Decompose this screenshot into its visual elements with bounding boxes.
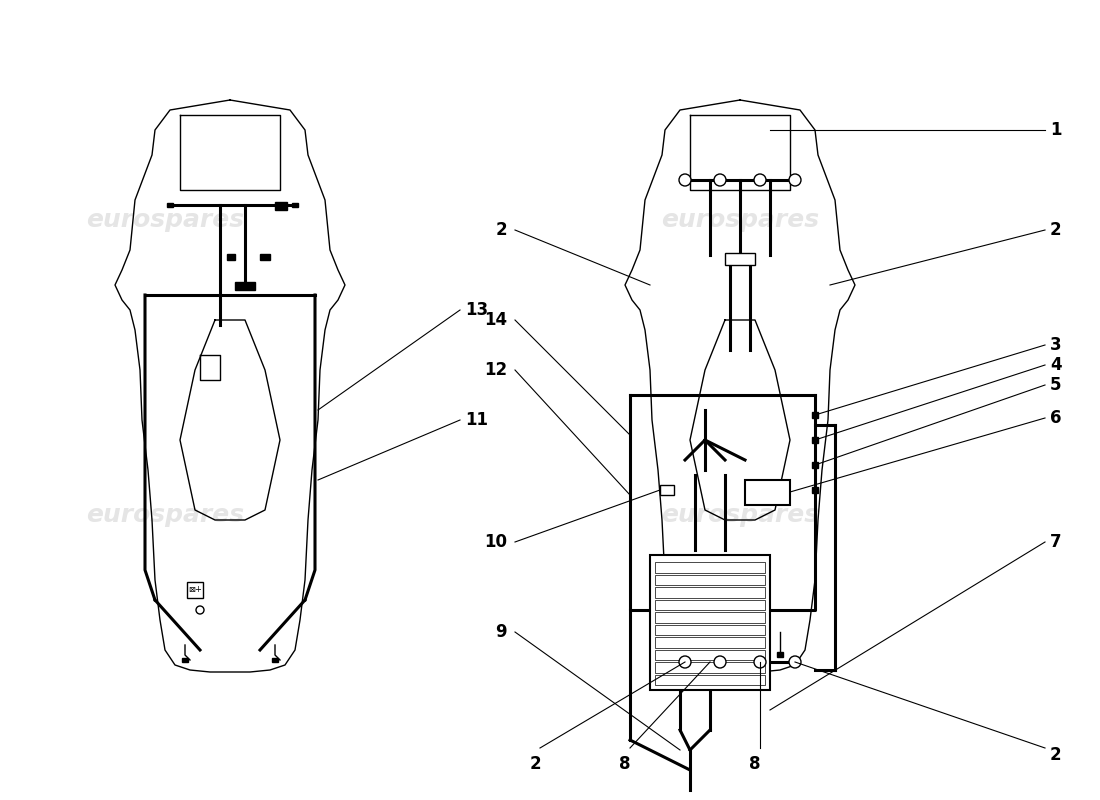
Bar [654,599,764,610]
Bar [167,203,173,207]
Text: 8: 8 [619,755,630,773]
Text: 2: 2 [529,755,541,773]
Text: eurospares: eurospares [661,503,820,527]
Circle shape [679,656,691,668]
Text: eurospares: eurospares [86,503,244,527]
Text: 11: 11 [465,411,488,429]
Bar [272,658,278,662]
Bar [654,587,764,598]
Text: 7: 7 [1050,533,1062,551]
Bar [654,637,764,647]
Text: eurospares: eurospares [86,208,244,232]
Bar [227,254,235,260]
Bar [660,485,674,495]
Text: 5: 5 [1050,376,1062,394]
Bar [727,652,733,657]
Text: 2: 2 [1050,221,1062,239]
Bar [654,674,764,685]
Bar [654,574,764,585]
Text: 10: 10 [484,533,507,551]
Text: 6: 6 [1050,409,1062,427]
Bar [812,462,818,468]
Text: 12: 12 [484,361,507,379]
Bar [275,202,287,210]
Bar [697,652,703,657]
Bar [292,203,298,207]
Bar [654,662,764,673]
Circle shape [714,656,726,668]
Bar [182,658,188,662]
Text: 2: 2 [1050,746,1062,764]
Circle shape [679,174,691,186]
Bar [654,562,764,573]
Text: ⊠+: ⊠+ [188,586,202,594]
Text: 3: 3 [1050,336,1062,354]
Bar [812,487,818,493]
Text: 9: 9 [495,623,507,641]
Circle shape [714,174,726,186]
Text: 4: 4 [1050,356,1062,374]
Text: 13: 13 [465,301,488,319]
Circle shape [754,656,766,668]
Text: eurospares: eurospares [661,208,820,232]
Text: 2: 2 [495,221,507,239]
Bar [654,612,764,622]
Bar [747,652,754,657]
Bar [654,625,764,635]
Bar [235,282,255,290]
Bar [725,253,755,265]
Bar [260,254,270,260]
Text: 8: 8 [749,755,761,773]
Circle shape [789,174,801,186]
Text: 14: 14 [484,311,507,329]
Bar [812,437,818,443]
Bar [777,652,783,657]
Circle shape [754,174,766,186]
Circle shape [789,656,801,668]
Text: 1: 1 [1050,121,1062,139]
Circle shape [196,606,204,614]
Bar [650,555,770,690]
Bar [187,582,204,598]
Bar [654,650,764,660]
Bar [745,480,790,505]
Bar [812,412,818,418]
